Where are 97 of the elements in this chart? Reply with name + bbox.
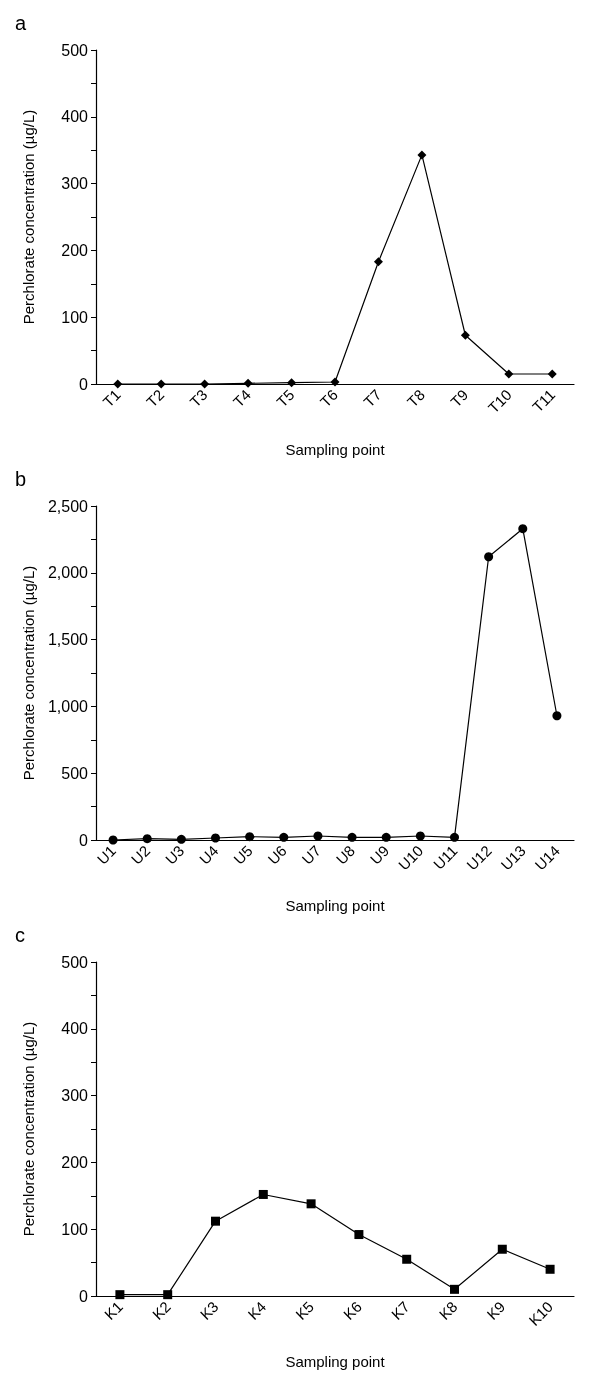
point [245,832,255,842]
x-tick-label: U2 [127,841,154,868]
x-tick-label: T10 [484,385,515,417]
y-tick-label: 0 [79,375,89,393]
point [115,1290,125,1300]
point [258,1189,268,1199]
y-tick-label: 2,000 [47,564,89,582]
point [243,378,253,388]
x-axis-title: Sampling point [285,897,386,914]
x-tick-label: U1 [93,841,120,868]
y-tick-label: 0 [79,831,89,849]
x-tick-label: U6 [264,841,290,868]
y-axis-title: Perchlorate concentration (µg/L) [20,565,37,781]
x-tick-label: T11 [528,385,559,416]
x-tick-label: T5 [273,385,298,411]
x-tick-label: T2 [142,385,168,411]
point [354,1230,364,1240]
point [417,150,427,160]
x-tick-label: T8 [403,385,428,411]
point [497,1244,507,1254]
x-tick-label: K8 [435,1297,461,1323]
point [381,832,391,842]
point [163,1290,173,1300]
x-tick-label: T1 [99,385,124,411]
y-tick-label: 200 [61,241,89,259]
point [142,834,152,844]
x-tick-label: K10 [525,1297,557,1329]
point [200,379,210,389]
chart-title: a [15,12,27,34]
point [108,835,118,845]
point [330,377,340,387]
point [460,330,470,340]
point [176,834,186,844]
y-axis-title: Perchlorate concentration (µg/L) [20,1021,37,1237]
x-tick-label: U10 [394,841,427,874]
x-tick-label: T3 [186,385,211,411]
x-tick-label: K6 [339,1297,365,1323]
point [211,1216,220,1226]
x-tick-label: T7 [360,385,385,411]
x-tick-label: T4 [229,385,255,411]
point [287,378,297,388]
point [552,711,562,721]
x-tick-label: U9 [366,841,393,868]
x-tick-label: U5 [230,841,256,868]
x-tick-label: K2 [148,1297,174,1323]
x-tick-label: K1 [100,1297,126,1323]
point [415,831,425,841]
x-axis-title: Sampling point [285,1353,386,1370]
point [450,1284,459,1294]
x-tick-label: U12 [463,841,495,874]
x-tick-label: T6 [316,385,342,411]
point [504,369,514,379]
x-tick-label: U4 [195,841,222,868]
x-tick-label: U8 [332,841,359,868]
x-tick-label: U7 [298,841,324,868]
point [313,831,323,841]
y-tick-label: 200 [61,1153,89,1171]
point [547,369,557,379]
y-tick-label: 500 [61,953,89,971]
y-tick-label: 400 [61,108,89,126]
chart-title: c [15,924,25,946]
x-tick-label: U11 [429,841,461,873]
point [306,1199,316,1209]
y-tick-label: 300 [61,175,89,193]
x-tick-label: U14 [531,841,563,874]
x-tick-label: T9 [446,385,472,411]
y-tick-label: 1,000 [47,697,89,715]
point [279,832,289,842]
y-tick-label: 500 [61,764,89,782]
point [484,552,494,562]
point [373,257,383,267]
y-tick-label: 1,500 [47,631,89,649]
y-axis-title: Perchlorate concentration (µg/L) [20,109,37,325]
y-tick-label: 2,500 [47,497,89,515]
x-tick-label: K7 [387,1297,413,1323]
y-tick-label: 100 [61,1220,89,1238]
x-tick-label: K4 [244,1297,270,1323]
point [450,832,459,842]
y-tick-label: 500 [61,41,89,59]
point [211,833,220,843]
y-tick-label: 300 [61,1087,89,1105]
y-tick-label: 400 [61,1020,89,1038]
chart-title: b [15,468,27,490]
x-tick-label: U3 [161,841,188,868]
point [518,524,528,534]
x-tick-label: K5 [292,1297,318,1323]
x-tick-label: K3 [196,1297,222,1323]
y-tick-label: 100 [61,308,89,326]
x-tick-label: K9 [483,1297,509,1323]
y-tick-label: 0 [79,1287,89,1305]
point [402,1254,412,1264]
x-tick-label: U13 [497,841,529,874]
point [113,379,123,389]
point [156,379,166,389]
x-axis-title: Sampling point [285,441,386,458]
point [545,1264,555,1274]
point [347,832,357,842]
